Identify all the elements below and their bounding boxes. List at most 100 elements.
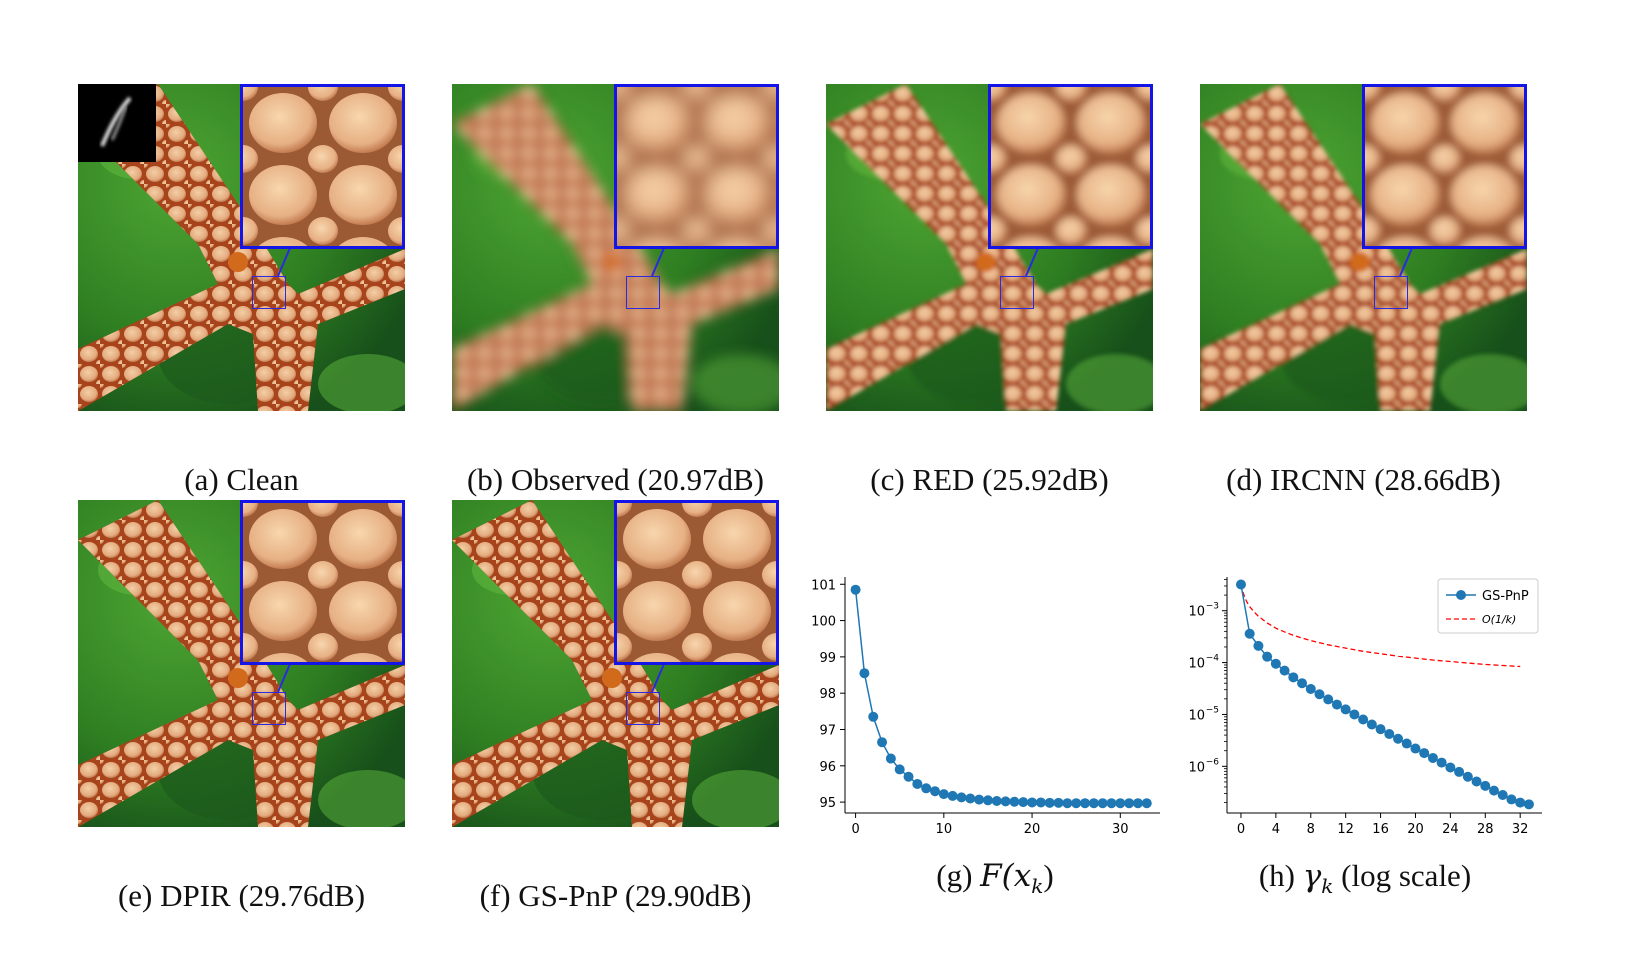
data-point (1393, 733, 1404, 744)
roi-box (252, 692, 286, 725)
data-point (1044, 797, 1055, 808)
legend-marker (1456, 590, 1466, 600)
data-point (921, 783, 932, 794)
data-point (1253, 640, 1264, 651)
data-point (1349, 709, 1360, 720)
data-point (1384, 728, 1395, 739)
y-tick-label: 96 (819, 760, 836, 775)
data-point (1009, 796, 1020, 807)
data-point (1427, 752, 1438, 763)
data-point (1235, 579, 1246, 590)
data-point (1270, 658, 1281, 669)
x-tick-label: 32 (1512, 822, 1529, 837)
data-point (1523, 799, 1534, 810)
legend-label: GS-PnP (1482, 589, 1529, 604)
data-point (1358, 714, 1369, 725)
y-tick-exponent: −3 (1206, 602, 1219, 612)
blur-kernel-thumbnail (78, 84, 156, 162)
data-point (1124, 798, 1135, 809)
data-point (1097, 798, 1108, 809)
data-point (1480, 780, 1491, 791)
data-point (903, 771, 914, 782)
zoom-inset (1362, 84, 1527, 249)
data-point (1115, 798, 1126, 809)
x-tick-label: 12 (1337, 822, 1354, 837)
data-point (1071, 798, 1082, 809)
data-point (850, 584, 861, 595)
data-point (1506, 794, 1517, 805)
y-tick-label: 100 (811, 615, 836, 630)
y-tick-exponent: −4 (1206, 654, 1220, 664)
y-tick-label: 10 (1188, 657, 1205, 672)
data-point (930, 786, 940, 797)
data-point (1018, 797, 1029, 808)
x-tick-label: 0 (851, 822, 859, 837)
data-point (1331, 699, 1342, 710)
roi-box (1000, 276, 1034, 309)
data-point (1497, 789, 1508, 800)
data-point (938, 789, 949, 800)
data-point (1471, 776, 1482, 787)
data-point (1062, 798, 1073, 809)
data-point (1445, 762, 1456, 773)
data-point (991, 796, 1002, 807)
panel-image-f (452, 500, 779, 827)
data-point (956, 792, 967, 803)
x-tick-label: 20 (1407, 822, 1424, 837)
data-point (1410, 743, 1421, 754)
data-point (1027, 797, 1038, 808)
y-tick-label: 97 (819, 723, 836, 738)
legend: GS-PnP O(1/k) (1437, 578, 1539, 634)
panel-image-a (78, 84, 405, 411)
zoom-connector (651, 663, 665, 693)
roi-box (1374, 276, 1408, 309)
data-point (1323, 694, 1334, 705)
data-point (1279, 665, 1290, 676)
data-point (1106, 798, 1117, 809)
data-point (1489, 785, 1500, 796)
data-point (1419, 748, 1430, 759)
objective-chart: 0 10 20 30 95 96 97 98 99 100 101 (811, 577, 1160, 837)
reference-line (1240, 584, 1521, 668)
x-tick-label: 8 (1307, 822, 1315, 837)
roi-box (252, 276, 286, 309)
data-point (868, 711, 879, 722)
zoom-inset (614, 84, 779, 249)
y-tick-label: 95 (819, 796, 836, 811)
y-tick-label: 99 (819, 651, 836, 666)
zoom-inset (614, 500, 779, 665)
zoom-connector (651, 247, 665, 277)
zoom-inset (240, 84, 405, 249)
roi-box (626, 692, 660, 725)
data-point (982, 795, 993, 806)
zoom-connector (1399, 247, 1413, 277)
data-point (1088, 798, 1099, 809)
x-tick-label: 4 (1272, 822, 1280, 837)
y-tick-exponent: −5 (1206, 705, 1219, 715)
panel-image-c (826, 84, 1153, 411)
zoom-inset (240, 500, 405, 665)
data-point (859, 668, 870, 679)
data-point (1000, 796, 1011, 807)
zoom-inset (988, 84, 1153, 249)
data-point (1314, 689, 1325, 700)
data-point (1035, 797, 1046, 808)
data-point (1132, 798, 1143, 809)
y-tick-label: 101 (811, 578, 836, 593)
data-point (1340, 704, 1351, 715)
panel-image-e (78, 500, 405, 827)
y-tick-label: 10 (1188, 708, 1205, 723)
caption-h: (h) γk (log scale) (1258, 858, 1472, 899)
data-point (1262, 651, 1273, 662)
x-tick-label: 20 (1024, 822, 1041, 837)
data-point (885, 753, 896, 764)
data-point (947, 790, 958, 801)
caption-c: (c) RED (25.92dB) (870, 462, 1109, 497)
data-point (1141, 798, 1152, 809)
caption-e: (e) DPIR (29.76dB) (117, 878, 366, 913)
y-tick-label: 98 (819, 687, 836, 702)
data-point (1462, 771, 1473, 782)
x-tick-label: 10 (936, 822, 953, 837)
data-point (1080, 798, 1090, 809)
data-point (1305, 683, 1316, 694)
